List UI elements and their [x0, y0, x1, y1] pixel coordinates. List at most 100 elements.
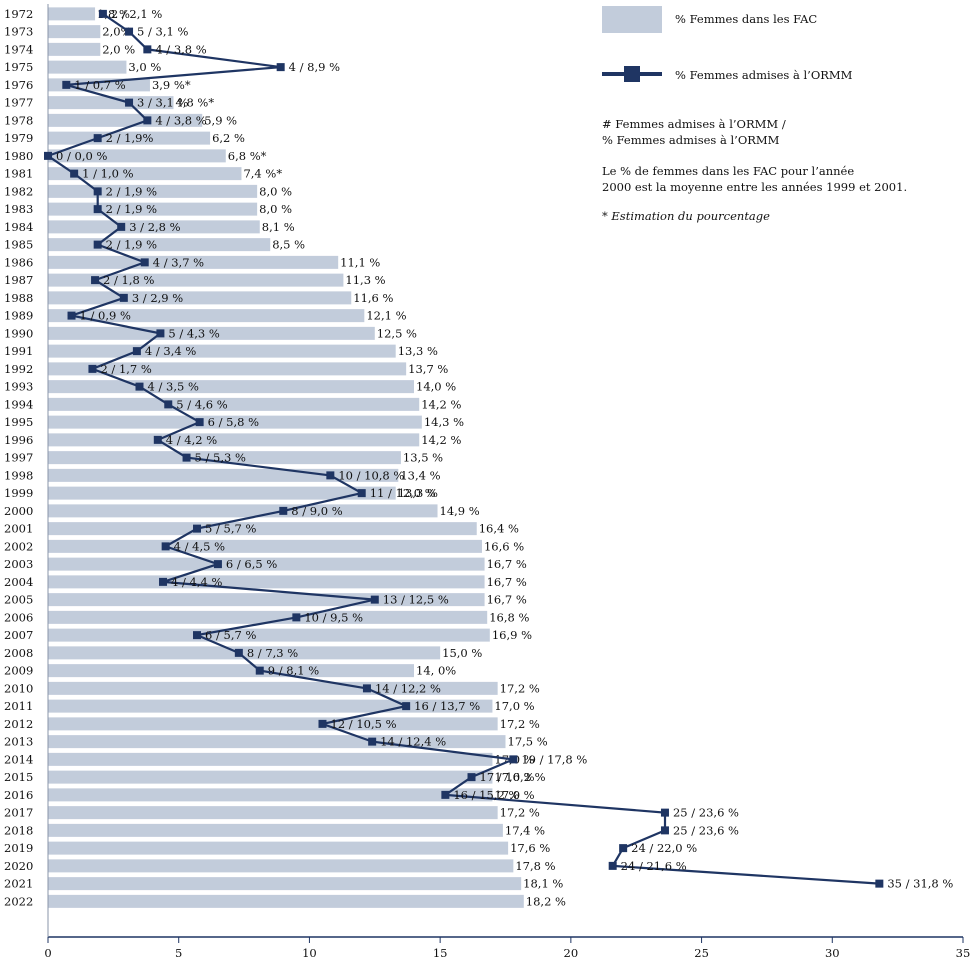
legend-bar-entry: % Femmes dans les FAC — [602, 6, 972, 36]
bar-value-label: 8,5 % — [272, 238, 305, 252]
line-value-label: 10 / 10,8 % — [338, 468, 404, 482]
year-label: 1993 — [4, 380, 33, 394]
bar-value-label: 13,5 % — [403, 451, 443, 465]
line-point — [509, 755, 518, 764]
line-value-label: 5 / 5,7 % — [205, 522, 256, 536]
line-value-label: 24 / 21,6 % — [621, 859, 687, 873]
line-value-label: 4 / 3,4 % — [145, 344, 196, 358]
bar — [48, 610, 488, 624]
line-value-label: 3 / 2,9 % — [132, 291, 183, 305]
line-value-label: 35 / 31,8 % — [887, 877, 953, 891]
bar — [48, 273, 344, 287]
line-point — [93, 134, 102, 143]
legend-line-marker — [624, 66, 640, 82]
line-point — [119, 293, 128, 302]
bar-value-label: 16,4 % — [479, 522, 519, 536]
legend-bar-label: % Femmes dans les FAC — [675, 12, 818, 26]
year-label: 1983 — [4, 202, 33, 216]
bar-value-label: 6,2 % — [212, 131, 245, 145]
line-value-label: 4 / 4,4 % — [171, 575, 222, 589]
bar — [48, 575, 485, 589]
line-value-label: 6 / 5,8 % — [208, 415, 259, 429]
bar-value-label: 17,0 % — [494, 770, 534, 784]
line-value-label: 2 / 1,9 % — [106, 202, 157, 216]
bar-value-label: 3,9 %* — [152, 78, 191, 92]
line-point — [255, 666, 264, 675]
line-point — [44, 151, 52, 160]
bar-value-label: 16,7 % — [487, 593, 527, 607]
line-point — [182, 453, 191, 462]
line-value-label: 11 / 12,0 % — [370, 486, 436, 500]
line-value-label: 4 / 3,7 % — [153, 255, 204, 269]
line-point — [193, 631, 202, 640]
bar-value-label: 12,5 % — [377, 326, 417, 340]
line-point — [125, 27, 134, 36]
bar-value-label: 16,6 % — [484, 539, 524, 553]
line-point — [318, 719, 327, 728]
bar-value-label: 17,8 % — [515, 859, 555, 873]
line-value-label: 2 / 1,9 % — [106, 184, 157, 198]
x-tick-label: 5 — [175, 946, 182, 960]
bar — [48, 628, 490, 642]
year-label: 2006 — [4, 610, 33, 624]
year-label: 2021 — [4, 877, 33, 891]
line-point — [88, 364, 97, 373]
line-value-label: 3 / 2,8 % — [129, 220, 180, 234]
line-value-label: 1 / 1,0 % — [82, 167, 133, 181]
year-label: 1978 — [4, 113, 33, 127]
line-value-label: 6 / 5,7 % — [205, 628, 256, 642]
year-label: 2016 — [4, 788, 33, 802]
line-value-label: 2 / 1,9% — [106, 131, 154, 145]
line-point — [357, 489, 366, 498]
bar — [48, 362, 407, 376]
line-point — [368, 737, 377, 746]
x-tick-label: 0 — [44, 946, 51, 960]
bar — [48, 877, 522, 891]
bar-value-label: 14,0 % — [416, 380, 456, 394]
line-value-label: 5 / 4,3 % — [168, 326, 219, 340]
bar — [48, 894, 524, 908]
year-label: 1974 — [4, 42, 33, 56]
line-point — [608, 861, 617, 870]
line-point — [326, 471, 335, 480]
line-value-label: 25 / 23,6 % — [673, 823, 739, 837]
bar-value-label: 15,0 % — [442, 646, 482, 660]
bar — [48, 841, 509, 855]
bar-value-label: 18,2 % — [526, 894, 566, 908]
bar-value-label: 14,9 % — [440, 504, 480, 518]
bar — [48, 504, 438, 518]
year-label: 2009 — [4, 664, 33, 678]
bar — [48, 309, 365, 323]
year-label: 1996 — [4, 433, 33, 447]
year-label: 2004 — [4, 575, 33, 589]
line-point — [362, 684, 371, 693]
bar-value-label: 16,8 % — [489, 610, 529, 624]
bar-value-label: 17,2 % — [500, 717, 540, 731]
line-point — [195, 418, 204, 427]
bar-value-label: 17,5 % — [508, 735, 548, 749]
year-label: 1992 — [4, 362, 33, 376]
year-label: 2011 — [4, 699, 33, 713]
bar-value-label: 3,0 % — [128, 60, 161, 74]
line-point — [93, 240, 102, 249]
line-point — [153, 435, 162, 444]
year-label: 2012 — [4, 717, 33, 731]
bar-value-label: 17,2 % — [500, 806, 540, 820]
line-point — [161, 542, 170, 551]
legend: % Femmes dans les FAC % Femmes admises à… — [602, 6, 972, 223]
year-label: 2005 — [4, 593, 33, 607]
year-label: 1977 — [4, 96, 33, 110]
bar — [48, 486, 396, 500]
line-point — [193, 524, 202, 533]
line-point — [132, 347, 141, 356]
line-value-label: 4 / 4,2 % — [166, 433, 217, 447]
bar — [48, 717, 498, 731]
line-value-label: 4 / 3,8 % — [155, 42, 206, 56]
line-value-label: 1 / 0,9 % — [80, 309, 131, 323]
bar-value-label: 16,7 % — [487, 557, 527, 571]
bar — [48, 806, 498, 820]
year-label: 2002 — [4, 539, 33, 553]
bar-value-label: 14, 0% — [416, 664, 456, 678]
bar-value-label: 11,1 % — [340, 255, 380, 269]
